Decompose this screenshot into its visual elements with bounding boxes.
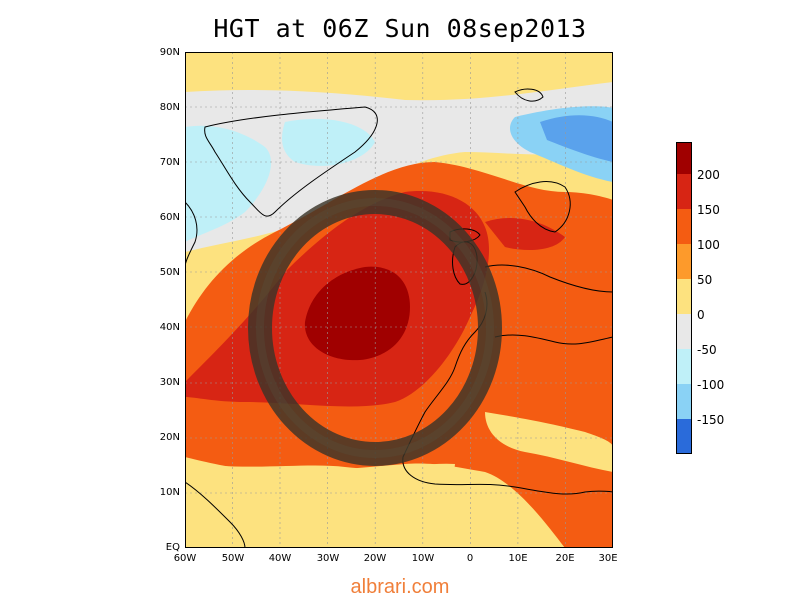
field-yellow-sahara [485, 412, 613, 472]
colorbar-label: 100 [697, 238, 720, 252]
colorbar-segment [676, 314, 692, 349]
field-yellow-south [185, 462, 455, 548]
colorbar-label: -50 [697, 343, 717, 357]
map-frame [185, 52, 613, 548]
field-red-europe [485, 217, 565, 250]
colorbar-segment [676, 349, 692, 384]
colorbar-label: 50 [697, 273, 713, 287]
lat-label: 80N [159, 102, 180, 113]
lon-label: 10E [508, 553, 528, 564]
lat-label: 30N [159, 377, 180, 388]
lon-label: 30W [316, 553, 340, 564]
lon-label: 10W [411, 553, 435, 564]
geopotential-height-map [185, 52, 613, 548]
lat-label: 40N [159, 322, 180, 333]
lat-label: 60N [159, 212, 180, 223]
lat-label: 20N [159, 432, 180, 443]
lon-label: 30E [598, 553, 618, 564]
colorbar-segment [676, 209, 692, 244]
colorbar-segment [676, 419, 692, 454]
colorbar-segment [676, 384, 692, 419]
colorbar-segment [676, 244, 692, 279]
lon-label: 20E [555, 553, 575, 564]
lat-label: 90N [159, 47, 180, 58]
colorbar-label: 150 [697, 203, 720, 217]
lon-label: 0 [466, 553, 474, 564]
map-title: HGT at 06Z Sun 08sep2013 [213, 14, 587, 43]
colorbar-segment [676, 142, 692, 174]
lon-label: 40W [268, 553, 292, 564]
lat-label: 70N [159, 157, 180, 168]
colorbar-label: 200 [697, 168, 720, 182]
colorbar-label: -100 [697, 378, 725, 392]
field-darkred-core [304, 266, 410, 361]
lon-label: 50W [221, 553, 245, 564]
field-darkblue-arctic [540, 115, 613, 162]
colorbar-label: -150 [697, 413, 725, 427]
lon-label: 60W [173, 553, 197, 564]
colorbar-segment [676, 279, 692, 314]
highlight-ring [248, 190, 502, 466]
lon-label: 20W [363, 553, 387, 564]
colorbar-segment [676, 174, 692, 209]
colorbar [676, 142, 692, 460]
lat-label: EQ [165, 542, 180, 553]
lat-label: 50N [159, 267, 180, 278]
colorbar-label: 0 [697, 308, 705, 322]
field-lightblue-greenland [185, 125, 272, 242]
highlight-ring-inner [256, 198, 494, 458]
lat-label: 10N [159, 487, 180, 498]
watermark: albrari.com [350, 576, 450, 598]
